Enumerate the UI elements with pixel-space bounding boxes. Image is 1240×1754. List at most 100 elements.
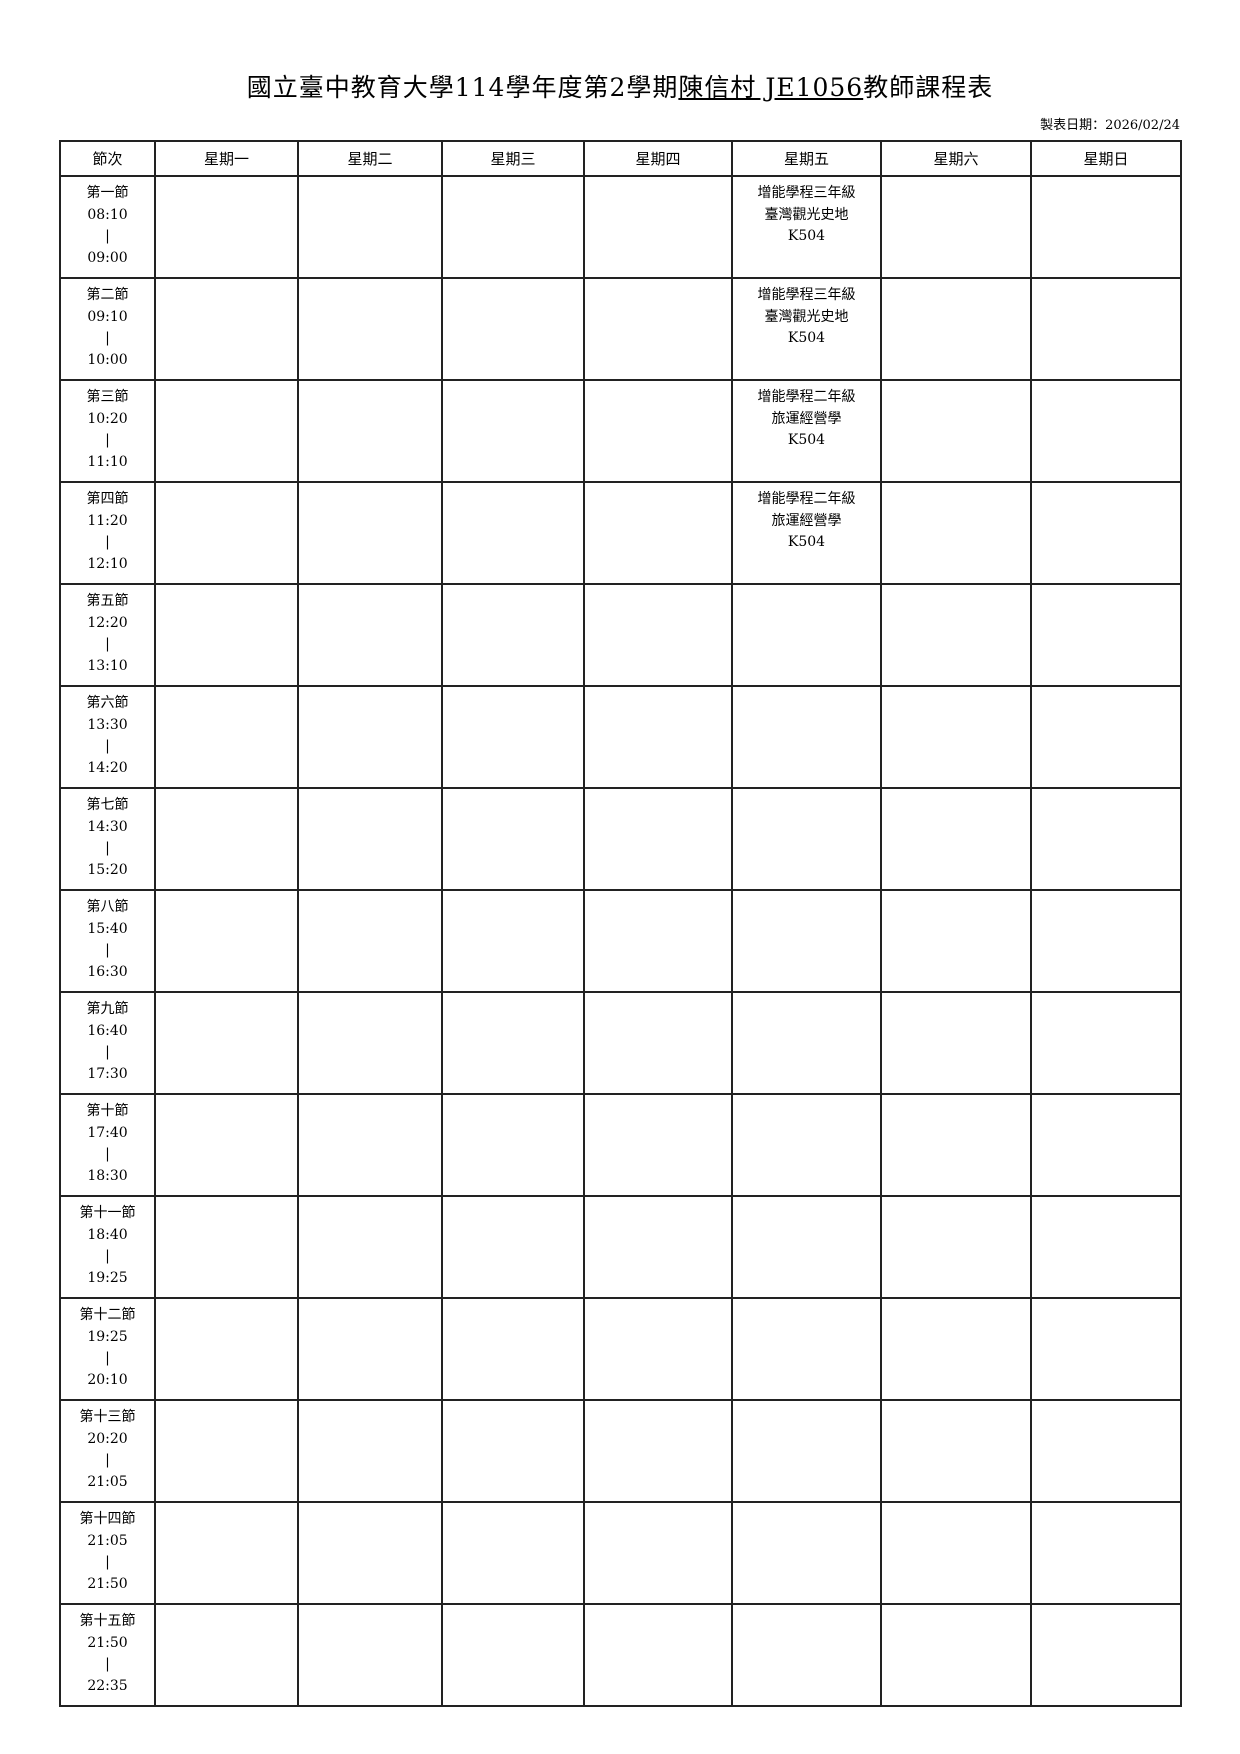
schedule-cell: 增能學程三年級 臺灣觀光史地 K504: [731, 277, 882, 381]
schedule-cell: [297, 889, 443, 993]
column-header: 星期四: [583, 140, 733, 177]
column-header: 星期二: [297, 140, 443, 177]
schedule-cell: [297, 175, 443, 279]
schedule-cell: [583, 1195, 733, 1299]
period-end: 14:20: [87, 759, 128, 776]
schedule-cell: [731, 583, 882, 687]
table-row: 第九節 16:40 | 17:30: [59, 991, 1182, 1095]
schedule-cell: [154, 685, 299, 789]
schedule-cell: [583, 1093, 733, 1197]
schedule-cell: [297, 583, 443, 687]
period-start: 08:10: [87, 206, 128, 223]
period-name: 第八節: [86, 899, 129, 915]
schedule-cell: [583, 1297, 733, 1401]
schedule-cell: [297, 277, 443, 381]
schedule-cell: [297, 379, 443, 483]
schedule-cell: [1030, 175, 1182, 279]
schedule-cell: [880, 1603, 1032, 1707]
period-name: 第四節: [86, 491, 129, 507]
schedule-cell: [1030, 277, 1182, 381]
schedule-cell: [1030, 991, 1182, 1095]
table-row: 第五節 12:20 | 13:10: [59, 583, 1182, 687]
schedule-cell: [441, 685, 585, 789]
table-row: 第十二節 19:25 | 20:10: [59, 1297, 1182, 1401]
schedule-cell: [154, 1195, 299, 1299]
period-end: 21:50: [87, 1575, 128, 1592]
schedule-cell: [297, 1093, 443, 1197]
period-name: 第十五節: [79, 1613, 136, 1629]
table-row: 第二節 09:10 | 10:00 增能學程三年級 臺灣觀光史地 K504: [59, 277, 1182, 381]
schedule-cell: [297, 1603, 443, 1707]
course-program: 增能學程三年級: [757, 185, 856, 201]
period-start: 14:30: [87, 818, 128, 835]
schedule-cell: [880, 481, 1032, 585]
period-end: 09:00: [87, 249, 128, 266]
period-cell: 第十五節 21:50 | 22:35: [59, 1603, 156, 1707]
schedule-cell: [441, 277, 585, 381]
course-name: 臺灣觀光史地: [764, 308, 849, 325]
schedule-cell: [154, 277, 299, 381]
schedule-cell: [731, 889, 882, 993]
schedule-cell: [1030, 1297, 1182, 1401]
period-cell: 第十一節 18:40 | 19:25: [59, 1195, 156, 1299]
period-start: 21:50: [87, 1634, 128, 1651]
period-end: 10:00: [87, 351, 128, 368]
period-start: 20:20: [87, 1430, 128, 1447]
period-end: 22:35: [87, 1677, 128, 1694]
period-end: 11:10: [87, 453, 128, 470]
schedule-cell: [583, 685, 733, 789]
period-end: 13:10: [87, 657, 128, 674]
schedule-cell: [583, 175, 733, 279]
table-row: 第十三節 20:20 | 21:05: [59, 1399, 1182, 1503]
period-start: 21:05: [87, 1532, 128, 1549]
course-room: K504: [787, 330, 826, 346]
schedule-cell: [880, 991, 1032, 1095]
period-cell: 第十節 17:40 | 18:30: [59, 1093, 156, 1197]
schedule-cell: [1030, 787, 1182, 891]
schedule-cell: [583, 481, 733, 585]
column-header: 星期六: [880, 140, 1032, 177]
schedule-cell: 增能學程三年級 臺灣觀光史地 K504: [731, 175, 882, 279]
schedule-cell: [154, 1399, 299, 1503]
schedule-cell: [441, 787, 585, 891]
period-start: 17:40: [87, 1124, 128, 1141]
table-row: 第七節 14:30 | 15:20: [59, 787, 1182, 891]
schedule-cell: [154, 1603, 299, 1707]
course-program: 增能學程二年級: [757, 491, 856, 507]
schedule-cell: [1030, 379, 1182, 483]
period-end: 12:10: [87, 555, 128, 572]
schedule-cell: [583, 379, 733, 483]
schedule-cell: 增能學程二年級 旅運經營學 K504: [731, 481, 882, 585]
schedule-cell: [1030, 1399, 1182, 1503]
schedule-cell: [880, 1399, 1032, 1503]
period-cell: 第七節 14:30 | 15:20: [59, 787, 156, 891]
schedule-cell: [297, 685, 443, 789]
schedule-cell: [441, 175, 585, 279]
timetable: 節次 星期一 星期二 星期三 星期四 星期五 星期六 星期日 第一節 08:10 | 09:00 增能…: [59, 140, 1182, 1707]
schedule-cell: [1030, 481, 1182, 585]
table-row: 第十五節 21:50 | 22:35: [59, 1603, 1182, 1707]
course-room: K504: [787, 432, 826, 448]
schedule-cell: [731, 1093, 882, 1197]
schedule-cell: [731, 787, 882, 891]
table-row: 第六節 13:30 | 14:20: [59, 685, 1182, 789]
period-end: 19:25: [87, 1269, 128, 1286]
print-date: 製表日期：2026/02/24: [1040, 118, 1180, 133]
period-name: 第五節: [86, 593, 129, 609]
schedule-cell: [1030, 1501, 1182, 1605]
schedule-cell: 增能學程二年級 旅運經營學 K504: [731, 379, 882, 483]
schedule-cell: [154, 379, 299, 483]
period-separator: |: [105, 840, 110, 856]
period-separator: |: [105, 1554, 110, 1570]
period-end: 18:30: [87, 1167, 128, 1184]
schedule-cell: [880, 1093, 1032, 1197]
period-cell: 第九節 16:40 | 17:30: [59, 991, 156, 1095]
table-row: 第十節 17:40 | 18:30: [59, 1093, 1182, 1197]
period-end: 20:10: [87, 1371, 128, 1388]
period-start: 10:20: [87, 410, 128, 427]
schedule-cell: [880, 685, 1032, 789]
teacher-name: 陳信村 JE1056: [678, 73, 864, 102]
table-row: 第三節 10:20 | 11:10 增能學程二年級 旅運經營學 K504: [59, 379, 1182, 483]
schedule-cell: [441, 1399, 585, 1503]
schedule-cell: [1030, 1603, 1182, 1707]
